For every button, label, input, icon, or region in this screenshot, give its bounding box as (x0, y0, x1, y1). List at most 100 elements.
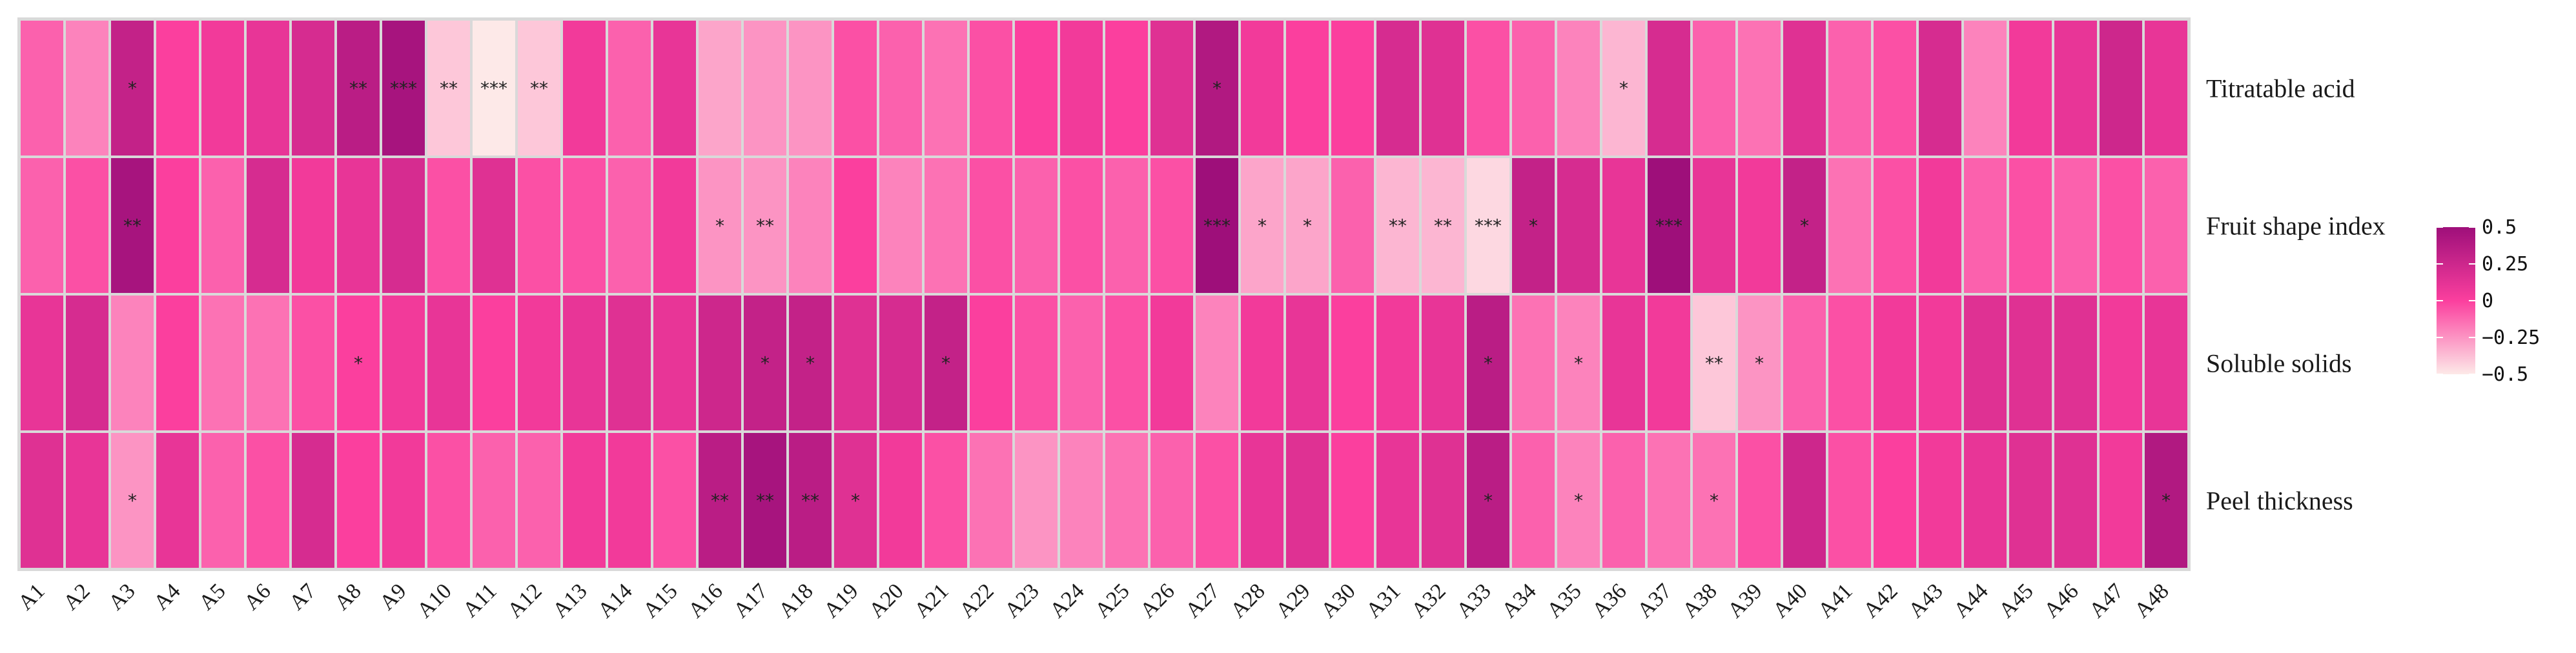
heatmap-cell (1196, 296, 1238, 430)
heatmap-cell (2009, 21, 2052, 156)
significance-mark: * (128, 490, 137, 512)
heatmap-cell (427, 433, 470, 568)
column-label: A26 (1136, 579, 1180, 623)
heatmap-cell (925, 21, 967, 156)
row-label: Titratable acid (2206, 74, 2355, 103)
heatmap-cell (1241, 296, 1283, 430)
heatmap-cell (1422, 433, 1464, 568)
heatmap-cell (1105, 158, 1148, 293)
significance-mark: ** (756, 490, 774, 512)
column-label: A6 (240, 579, 276, 615)
heatmap-cell (970, 158, 1012, 293)
column-label: A35 (1542, 579, 1586, 623)
heatmap-cell (1828, 158, 1871, 293)
significance-mark: *** (1655, 216, 1682, 237)
heatmap-cell (1783, 158, 1826, 293)
significance-mark: ** (756, 216, 774, 237)
column-label: A3 (104, 579, 140, 615)
heatmap-cell (879, 296, 922, 430)
heatmap-cell (1648, 21, 1690, 156)
heatmap-cell (1286, 433, 1329, 568)
heatmap-cell (1557, 21, 1600, 156)
significance-mark: ** (1389, 216, 1407, 237)
heatmap-cell (1376, 296, 1419, 430)
heatmap-cell (608, 21, 651, 156)
heatmap-cell (1286, 296, 1329, 430)
heatmap-cell (1693, 21, 1735, 156)
heatmap-cell (247, 158, 289, 293)
heatmap-cell (247, 21, 289, 156)
heatmap-cell (1602, 158, 1645, 293)
heatmap-cell (1738, 296, 1781, 430)
column-label: A39 (1723, 579, 1767, 623)
significance-mark: *** (1475, 216, 1502, 237)
heatmap-cell (1105, 21, 1148, 156)
heatmap-cell (1422, 158, 1464, 293)
heatmap-cell (111, 21, 154, 156)
column-label: A23 (1000, 579, 1044, 623)
heatmap-cell (563, 296, 606, 430)
heatmap-cell (834, 433, 877, 568)
row-label: Fruit shape index (2206, 212, 2386, 241)
heatmap-cell (1196, 158, 1238, 293)
row-label: Peel thickness (2206, 487, 2353, 516)
significance-mark: * (1574, 490, 1583, 512)
significance-mark: * (1484, 490, 1493, 512)
column-label: A21 (910, 579, 954, 623)
heatmap-cell (1964, 158, 2007, 293)
heatmap-cell (1512, 296, 1555, 430)
heatmap-cell (382, 433, 425, 568)
column-label: A29 (1271, 579, 1315, 623)
column-labels: A1 A2 A3 A4 A5 A6 A7 A8 A9 A10 A11 A12 A13 A14 A15 A16 A… (14, 579, 2174, 623)
significance-mark: ** (123, 216, 141, 237)
heatmap-cell (879, 158, 922, 293)
heatmap-cell (1602, 296, 1645, 430)
heatmap-cell (1919, 433, 1961, 568)
heatmap-cell (1467, 21, 1509, 156)
heatmap-cell (563, 158, 606, 293)
heatmap-cell (1331, 296, 1374, 430)
heatmap-cell (156, 21, 199, 156)
heatmap-cell (156, 433, 199, 568)
column-label: A28 (1226, 579, 1270, 623)
column-label: A1 (14, 579, 50, 615)
heatmap-cell (970, 296, 1012, 430)
heatmap-cell (1602, 21, 1645, 156)
significance-mark: * (354, 353, 363, 374)
column-label: A42 (1859, 579, 1903, 623)
heatmap-cell (2145, 433, 2187, 568)
heatmap-cell (1105, 433, 1148, 568)
heatmap-cell (2100, 433, 2142, 568)
heatmap-cell (1557, 433, 1600, 568)
heatmap-cell (563, 21, 606, 156)
heatmap-cell (1738, 158, 1781, 293)
column-label: A41 (1814, 579, 1857, 623)
heatmap-cell (337, 158, 380, 293)
column-label: A27 (1181, 579, 1225, 623)
heatmap-cell (744, 296, 786, 430)
heatmap-cell (1557, 158, 1600, 293)
significance-mark: * (851, 490, 860, 512)
heatmap-cell (518, 21, 560, 156)
heatmap-cell (518, 433, 560, 568)
column-label: A16 (684, 579, 728, 623)
heatmap-cell (2054, 433, 2097, 568)
heatmap-cell (1422, 21, 1464, 156)
column-label: A43 (1904, 579, 1948, 623)
column-label: A34 (1497, 579, 1541, 623)
heatmap-cell (1964, 21, 2007, 156)
legend-tick-label: 0.25 (2482, 253, 2528, 276)
significance-mark: ** (440, 78, 458, 99)
heatmap-cell (201, 296, 244, 430)
column-label: A48 (2130, 579, 2174, 623)
heatmap-cell (834, 158, 877, 293)
heatmap-cell (1467, 158, 1509, 293)
heatmap-cell (518, 158, 560, 293)
heatmap-cell (2009, 158, 2052, 293)
heatmap-cell (382, 296, 425, 430)
heatmap-cell (1467, 433, 1509, 568)
column-label: A18 (774, 579, 818, 623)
significance-mark: ** (530, 78, 548, 99)
heatmap-cell (111, 158, 154, 293)
significance-mark: * (1710, 490, 1719, 512)
